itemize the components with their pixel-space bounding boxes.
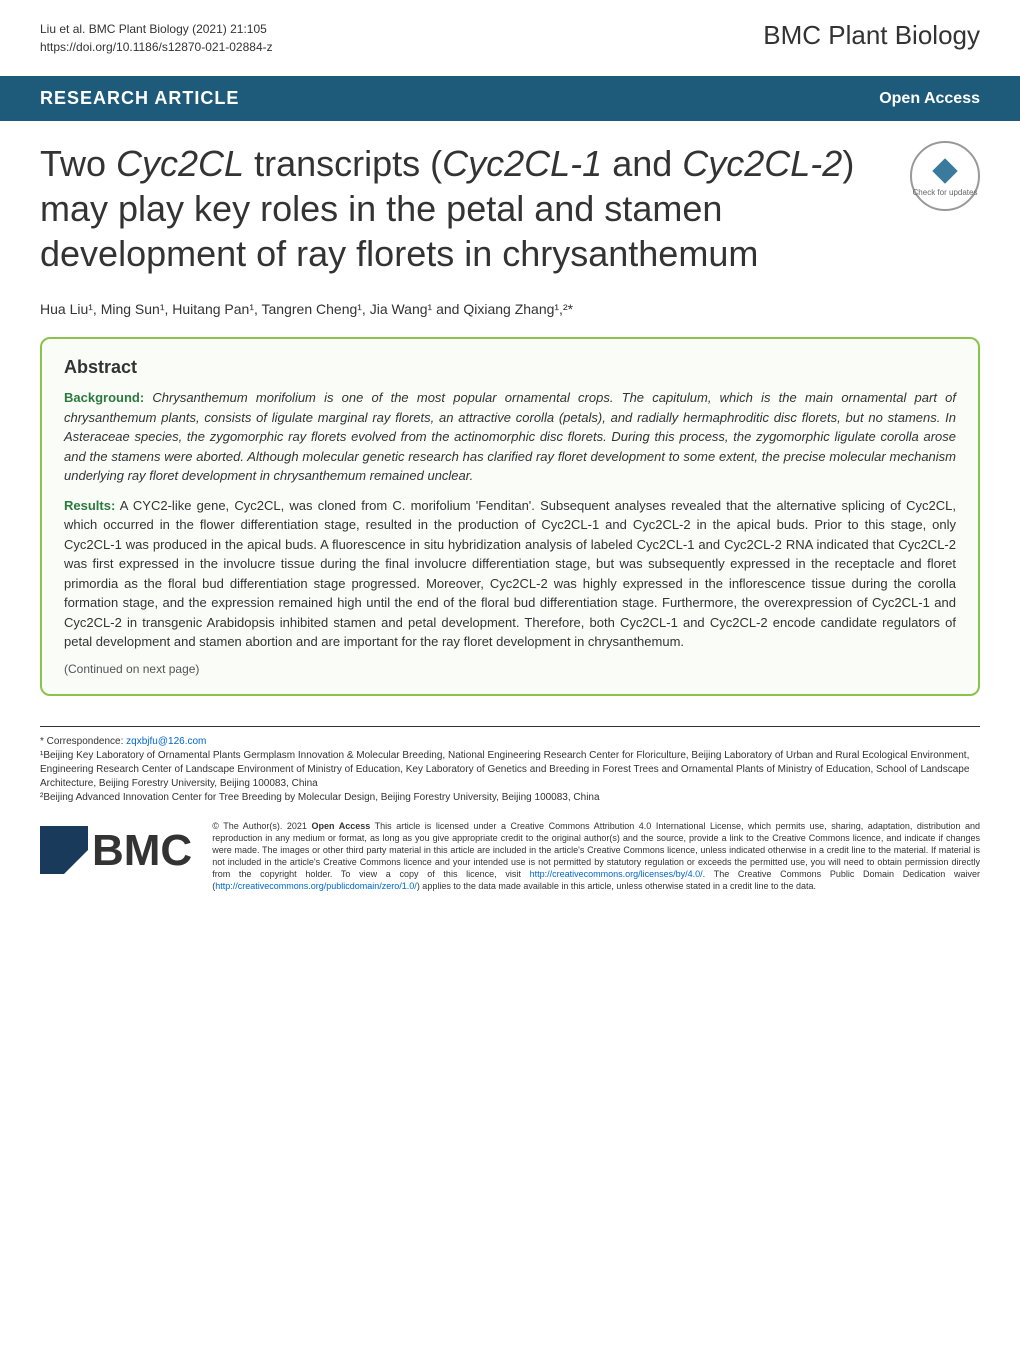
title-part: and [602, 143, 682, 184]
license-prefix: © The Author(s). 2021 [212, 821, 311, 831]
correspondence-line: * Correspondence: zqxbjfu@126.com [40, 735, 980, 749]
title-gene: Cyc2CL [116, 143, 244, 184]
check-updates-badge[interactable]: Check for updates [910, 141, 980, 211]
license-text: © The Author(s). 2021 Open Access This a… [212, 820, 980, 893]
license-body-3: ) applies to the data made available in … [417, 881, 816, 891]
bmc-logo-text: BMC [92, 820, 192, 882]
citation-line-1: Liu et al. BMC Plant Biology (2021) 21:1… [40, 20, 273, 38]
check-updates-label: Check for updates [913, 188, 978, 197]
authors-line: Hua Liu¹, Ming Sun¹, Huitang Pan¹, Tangr… [0, 291, 1020, 337]
bmc-logo: BMC [40, 820, 192, 882]
title-part: Two [40, 143, 116, 184]
abstract-heading: Abstract [64, 357, 956, 378]
abstract-results: Results: A CYC2-like gene, Cyc2CL, was c… [64, 496, 956, 652]
license-row: BMC © The Author(s). 2021 Open Access Th… [40, 820, 980, 893]
footer: * Correspondence: zqxbjfu@126.com ¹Beiji… [40, 726, 980, 893]
continued-label: (Continued on next page) [64, 662, 956, 676]
citation-block: Liu et al. BMC Plant Biology (2021) 21:1… [40, 20, 273, 56]
title-part: transcripts ( [244, 143, 442, 184]
article-title: Two Cyc2CL transcripts (Cyc2CL-1 and Cyc… [40, 141, 890, 276]
affiliation-1: ¹Beijing Key Laboratory of Ornamental Pl… [40, 749, 980, 791]
results-text: A CYC2-like gene, Cyc2CL, was cloned fro… [64, 498, 956, 650]
abstract-box: Abstract Background: Chrysanthemum morif… [40, 337, 980, 696]
article-type-banner: RESEARCH ARTICLE Open Access [0, 76, 1020, 121]
title-gene: Cyc2CL-2 [682, 143, 842, 184]
correspondence-email[interactable]: zqxbjfu@126.com [126, 736, 206, 747]
correspondence-label: * Correspondence: [40, 736, 126, 747]
check-updates-icon [930, 156, 960, 186]
journal-name: BMC Plant Biology [763, 20, 980, 51]
license-link-2[interactable]: http://creativecommons.org/publicdomain/… [215, 881, 417, 891]
background-label: Background: [64, 390, 144, 405]
article-type-label: RESEARCH ARTICLE [40, 88, 239, 109]
license-bold: Open Access [311, 821, 370, 831]
affiliation-2: ²Beijing Advanced Innovation Center for … [40, 791, 980, 805]
abstract-background: Background: Chrysanthemum morifolium is … [64, 388, 956, 486]
page-header: Liu et al. BMC Plant Biology (2021) 21:1… [0, 0, 1020, 66]
bmc-logo-icon [40, 826, 88, 874]
background-text: Chrysanthemum morifolium is one of the m… [64, 390, 956, 483]
results-label: Results: [64, 498, 115, 513]
license-link-1[interactable]: http://creativecommons.org/licenses/by/4… [530, 869, 703, 879]
title-section: Two Cyc2CL transcripts (Cyc2CL-1 and Cyc… [0, 121, 1020, 291]
title-gene: Cyc2CL-1 [442, 143, 602, 184]
open-access-label: Open Access [879, 90, 980, 108]
citation-line-2: https://doi.org/10.1186/s12870-021-02884… [40, 38, 273, 56]
